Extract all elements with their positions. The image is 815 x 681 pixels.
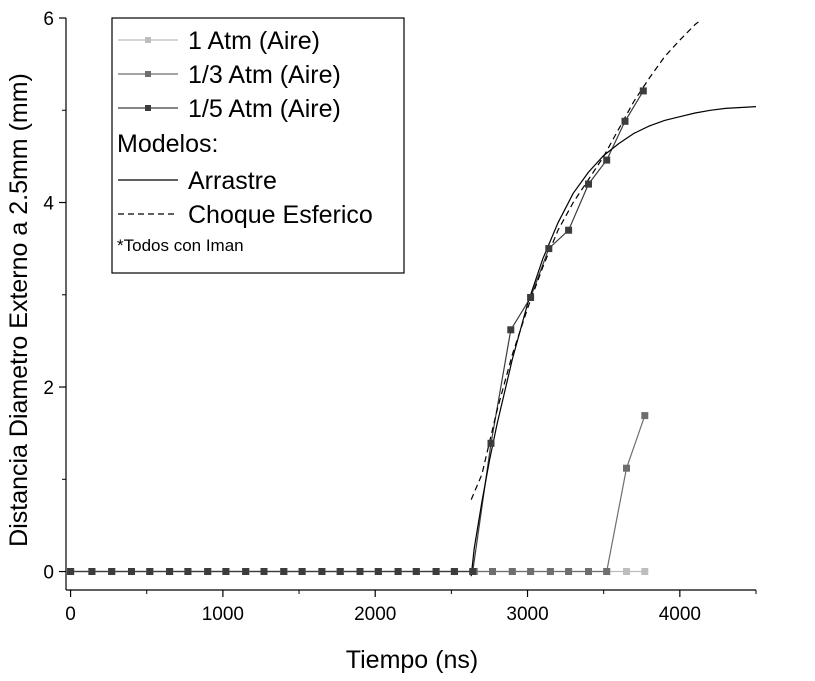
legend-marker-1-5atm bbox=[145, 105, 151, 111]
data-point-series-2 bbox=[184, 568, 192, 575]
data-point-series-1 bbox=[623, 464, 630, 472]
series-points bbox=[67, 87, 649, 575]
data-point-series-1 bbox=[546, 568, 554, 575]
data-point-series-2 bbox=[166, 568, 174, 575]
y-tick-label: 6 bbox=[43, 9, 54, 30]
data-point-series-2 bbox=[260, 568, 268, 575]
data-point-series-2 bbox=[603, 156, 611, 164]
data-point-series-2 bbox=[204, 568, 212, 575]
axes bbox=[65, 18, 756, 591]
x-tick-label: 4000 bbox=[659, 604, 701, 625]
data-point-series-2 bbox=[565, 226, 573, 234]
data-point-series-2 bbox=[336, 568, 344, 575]
data-point-series-2 bbox=[222, 568, 230, 575]
y-axis-title: Distancia Diametro Externo a 2.5mm (mm) bbox=[5, 73, 33, 547]
data-point-series-2 bbox=[374, 568, 382, 575]
legend-label-choque: Choque Esferico bbox=[188, 201, 373, 229]
x-tick-label: 2000 bbox=[354, 604, 396, 625]
data-point-series-2 bbox=[318, 568, 326, 575]
data-point-series-1 bbox=[641, 412, 649, 420]
legend-label-1-5atm: 1/5 Atm (Aire) bbox=[188, 95, 341, 123]
data-point-series-2 bbox=[527, 294, 535, 301]
series-line-4 bbox=[470, 19, 702, 500]
legend-marker-1-3atm bbox=[145, 71, 151, 77]
data-point-series-0 bbox=[623, 568, 630, 575]
series-line-1 bbox=[70, 415, 646, 573]
data-point-series-2 bbox=[639, 87, 647, 95]
data-point-series-2 bbox=[394, 568, 402, 575]
x-tick-label: 0 bbox=[65, 604, 76, 625]
data-point-series-2 bbox=[545, 245, 553, 253]
legend-label-1-3atm: 1/3 Atm (Aire) bbox=[188, 61, 341, 89]
legend-note: *Todos con Iman bbox=[117, 236, 244, 255]
data-point-series-0 bbox=[641, 568, 649, 575]
data-point-series-1 bbox=[585, 568, 592, 575]
data-point-series-2 bbox=[356, 568, 364, 575]
x-tick-label: 1000 bbox=[202, 604, 244, 625]
legend-label-1atm: 1 Atm (Aire) bbox=[188, 27, 320, 55]
data-point-series-2 bbox=[128, 568, 135, 575]
data-point-series-1 bbox=[508, 568, 516, 575]
data-point-series-2 bbox=[507, 326, 515, 334]
data-point-series-1 bbox=[527, 568, 535, 575]
data-point-series-2 bbox=[621, 117, 629, 125]
data-point-series-2 bbox=[585, 180, 592, 188]
data-point-series-1 bbox=[489, 568, 496, 575]
y-tick-label: 2 bbox=[43, 378, 54, 399]
data-point-series-2 bbox=[469, 568, 477, 575]
data-point-series-2 bbox=[67, 568, 75, 575]
y-tick-label: 0 bbox=[43, 563, 54, 584]
legend-label-arrastre: Arrastre bbox=[188, 167, 277, 195]
data-point-series-1 bbox=[603, 568, 611, 575]
data-point-series-1 bbox=[565, 568, 573, 575]
data-point-series-2 bbox=[242, 568, 250, 575]
data-point-series-2 bbox=[146, 568, 154, 575]
legend: 1 Atm (Aire) 1/3 Atm (Aire) 1/5 Atm (Air… bbox=[111, 17, 405, 274]
data-point-series-2 bbox=[280, 568, 288, 575]
data-point-series-2 bbox=[298, 568, 306, 575]
data-point-series-2 bbox=[88, 568, 96, 575]
x-axis-title: Tiempo (ns) bbox=[346, 646, 478, 674]
x-tick-label: 3000 bbox=[506, 604, 548, 625]
data-point-series-2 bbox=[487, 439, 495, 447]
y-tick-label: 4 bbox=[43, 194, 54, 215]
legend-section-label: Modelos: bbox=[117, 130, 218, 158]
legend-marker-1atm bbox=[145, 37, 151, 43]
tick-group: 0 1000 2000 3000 4000 0 2 4 6 bbox=[43, 9, 757, 625]
data-point-series-2 bbox=[108, 568, 116, 575]
data-point-series-2 bbox=[432, 568, 440, 575]
legend-box bbox=[111, 17, 405, 274]
data-point-series-2 bbox=[412, 568, 420, 575]
series-line-3 bbox=[470, 106, 756, 577]
data-point-series-2 bbox=[450, 568, 458, 575]
